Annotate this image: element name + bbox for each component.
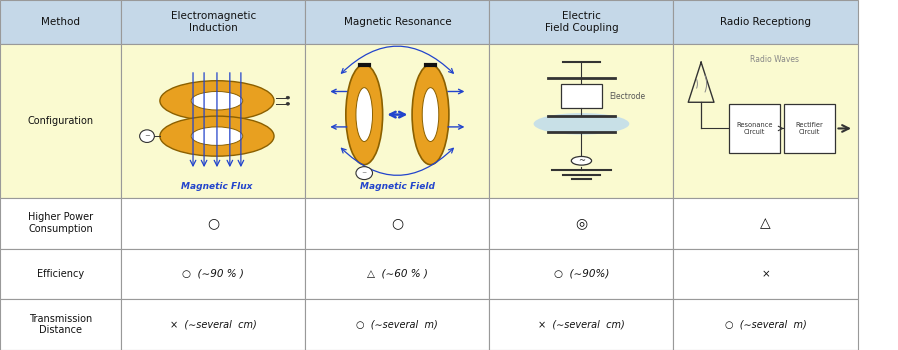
Bar xyxy=(561,84,602,108)
Text: ~: ~ xyxy=(362,170,367,176)
Text: ○  (∼several  m): ○ (∼several m) xyxy=(357,320,438,330)
Text: Magnetic Resonance: Magnetic Resonance xyxy=(344,17,451,27)
Bar xyxy=(674,198,858,248)
Bar xyxy=(728,104,780,153)
Bar xyxy=(305,248,489,299)
Bar xyxy=(121,299,305,350)
Text: Electromagnetic
Induction: Electromagnetic Induction xyxy=(171,11,256,33)
Bar xyxy=(305,44,489,198)
Text: ◎: ◎ xyxy=(576,216,587,230)
Ellipse shape xyxy=(422,88,439,141)
Text: ○: ○ xyxy=(392,216,403,230)
Text: Efficiency: Efficiency xyxy=(37,269,84,279)
Bar xyxy=(305,299,489,350)
Bar xyxy=(674,248,858,299)
Bar xyxy=(674,44,858,198)
Bar xyxy=(489,248,674,299)
Bar xyxy=(0,299,121,350)
Text: ~: ~ xyxy=(144,133,150,139)
Text: Transmission
Distance: Transmission Distance xyxy=(29,314,92,335)
Text: △: △ xyxy=(761,216,770,230)
Ellipse shape xyxy=(356,167,373,180)
Bar xyxy=(674,299,858,350)
Ellipse shape xyxy=(533,113,629,135)
Text: △  (∼60 % ): △ (∼60 % ) xyxy=(367,269,427,279)
Text: Magnetic Flux: Magnetic Flux xyxy=(181,182,252,191)
Ellipse shape xyxy=(191,127,242,145)
Text: ×: × xyxy=(762,269,770,279)
Bar xyxy=(489,198,674,248)
Bar xyxy=(305,198,489,248)
Ellipse shape xyxy=(140,130,154,142)
Bar xyxy=(305,0,489,44)
Ellipse shape xyxy=(571,156,592,165)
Bar xyxy=(489,0,674,44)
Ellipse shape xyxy=(412,64,449,164)
Text: Electric
Field Coupling: Electric Field Coupling xyxy=(545,11,618,33)
Bar xyxy=(674,0,858,44)
Ellipse shape xyxy=(286,96,289,99)
Bar xyxy=(0,248,121,299)
Bar xyxy=(121,44,305,198)
Bar xyxy=(0,198,121,248)
Ellipse shape xyxy=(286,103,289,105)
Ellipse shape xyxy=(356,88,373,141)
Text: ~: ~ xyxy=(578,156,585,165)
Ellipse shape xyxy=(191,91,242,110)
Text: ×  (∼several  cm): × (∼several cm) xyxy=(170,320,257,330)
Bar xyxy=(121,198,305,248)
Text: ×  (∼several  cm): × (∼several cm) xyxy=(538,320,625,330)
Text: ○  (∼90%): ○ (∼90%) xyxy=(554,269,609,279)
Text: Magnetic Field: Magnetic Field xyxy=(360,182,435,191)
Bar xyxy=(0,44,121,198)
Text: ○  (∼90 % ): ○ (∼90 % ) xyxy=(182,269,244,279)
Ellipse shape xyxy=(346,64,383,164)
Text: Method: Method xyxy=(41,17,80,27)
Bar xyxy=(784,104,835,153)
Text: Rectifier
Circuit: Rectifier Circuit xyxy=(796,122,823,135)
Text: Higher Power
Consumption: Higher Power Consumption xyxy=(28,212,93,234)
Text: Configuration: Configuration xyxy=(28,116,93,126)
Text: ○: ○ xyxy=(207,216,219,230)
Bar xyxy=(121,0,305,44)
Text: Radio Receptiong: Radio Receptiong xyxy=(720,17,811,27)
Ellipse shape xyxy=(160,116,274,156)
Text: Radio Waves: Radio Waves xyxy=(750,55,799,64)
Bar xyxy=(489,299,674,350)
Ellipse shape xyxy=(160,81,274,121)
Text: ○  (∼several  m): ○ (∼several m) xyxy=(725,320,806,330)
Text: Electrode: Electrode xyxy=(609,92,645,100)
Bar xyxy=(0,0,121,44)
Text: Resonance
Circuit: Resonance Circuit xyxy=(736,122,773,135)
Bar xyxy=(121,248,305,299)
Bar xyxy=(489,44,674,198)
